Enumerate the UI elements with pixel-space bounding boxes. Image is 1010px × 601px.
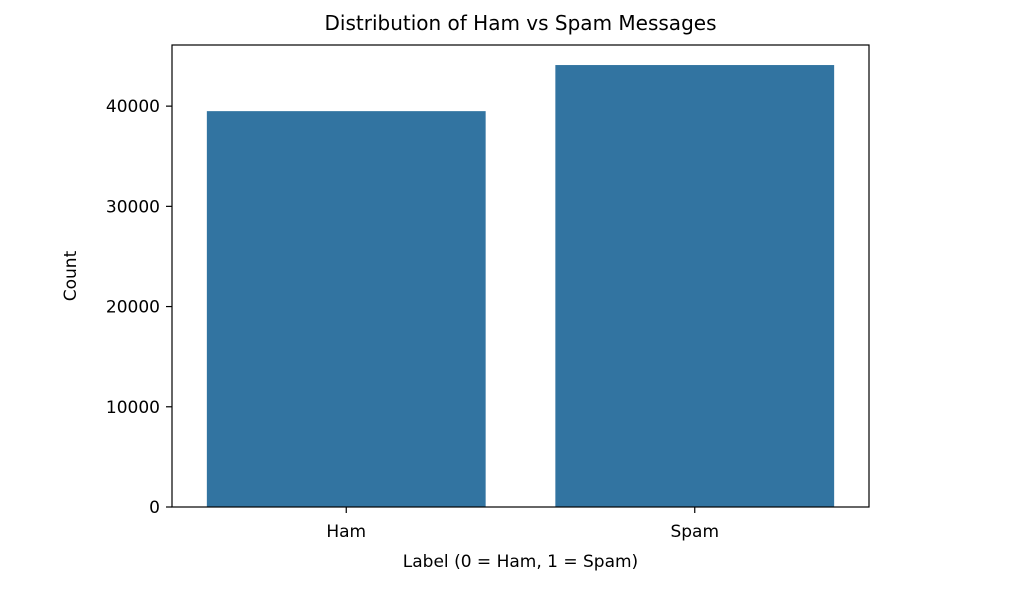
y-axis-ticks: 0 10000 20000 30000 40000 <box>106 97 172 518</box>
y-tick-label: 10000 <box>106 398 160 418</box>
bar-spam <box>555 65 835 507</box>
bars-group <box>206 65 835 508</box>
chart-title: Distribution of Ham vs Spam Messages <box>325 11 717 35</box>
x-axis-label: Label (0 = Ham, 1 = Spam) <box>403 552 638 572</box>
y-tick-label: 40000 <box>106 97 160 117</box>
y-tick-label: 30000 <box>106 197 160 217</box>
x-axis-ticks: Ham Spam <box>326 507 719 542</box>
y-axis-label: Count <box>61 250 81 301</box>
x-tick-label: Ham <box>326 522 366 542</box>
y-tick-label: 0 <box>149 498 160 518</box>
x-tick-label: Spam <box>670 522 719 542</box>
y-tick-label: 20000 <box>106 298 160 318</box>
plot-frame <box>171 44 870 508</box>
bar-ham <box>206 111 486 508</box>
